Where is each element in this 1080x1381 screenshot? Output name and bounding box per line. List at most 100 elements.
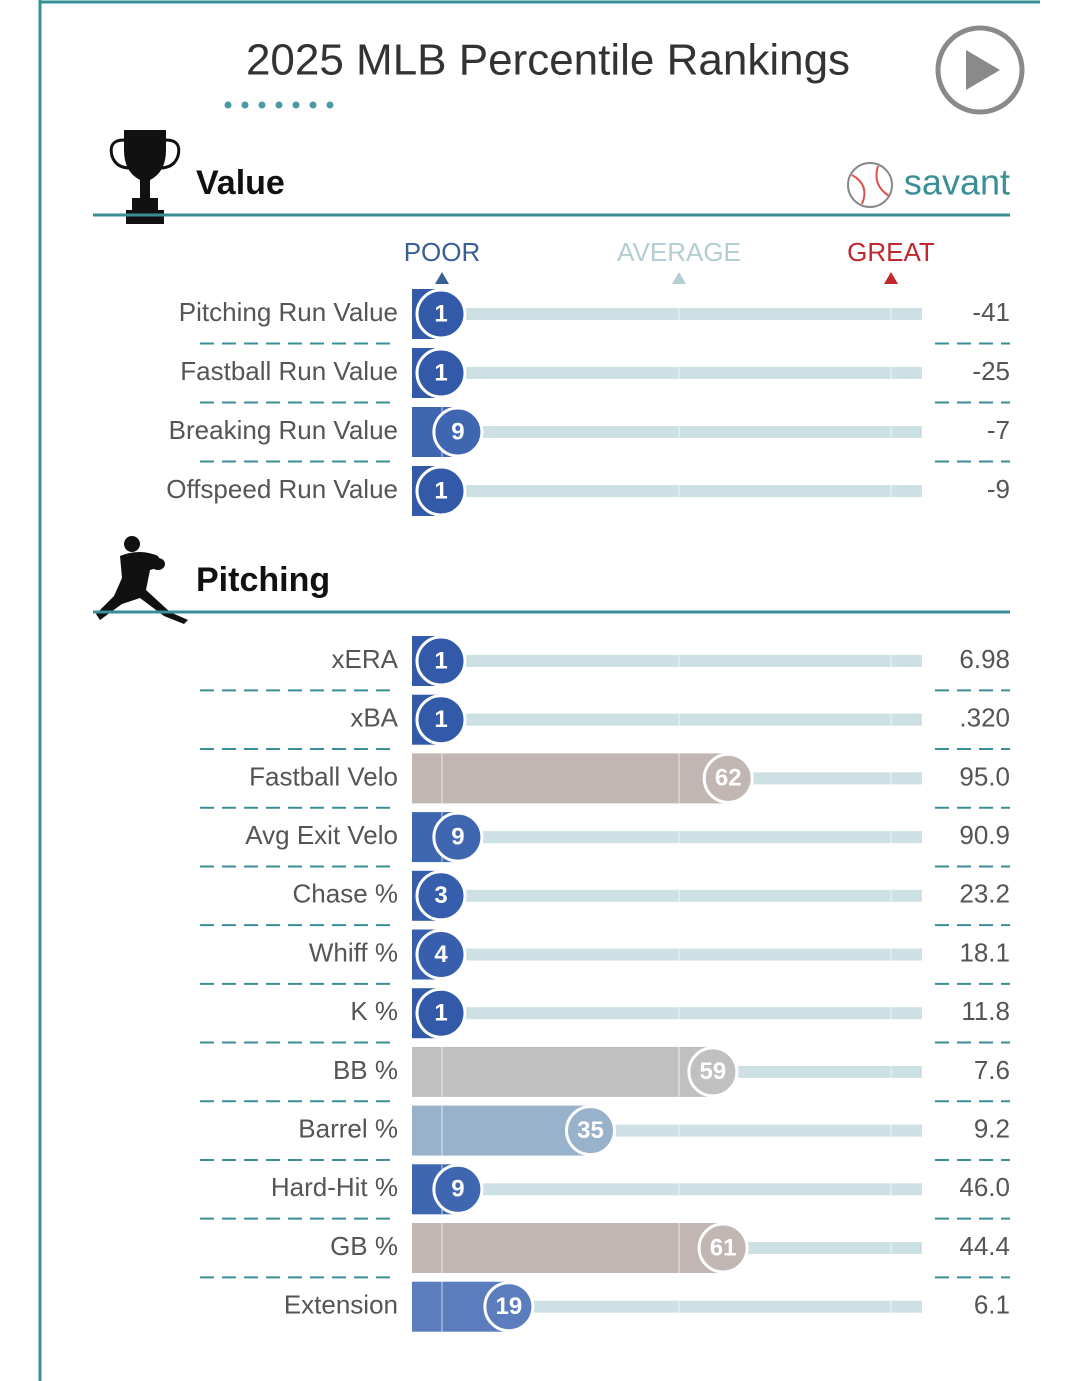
percentile-label: 61 xyxy=(710,1234,737,1261)
percentile-dot xyxy=(415,929,467,980)
percentile-label: 1 xyxy=(434,1000,447,1027)
page-title: 2025 MLB Percentile Rankings xyxy=(246,36,850,85)
bar xyxy=(412,1105,591,1156)
scale-label: GREAT xyxy=(847,237,935,267)
percentile-label: 9 xyxy=(451,418,464,445)
metric-stat: 95.0 xyxy=(959,761,1010,791)
savant-logo: savant xyxy=(847,162,1010,208)
track xyxy=(441,713,922,726)
percentile-dot xyxy=(687,1046,739,1098)
percentile-dot xyxy=(702,752,754,804)
track xyxy=(590,1124,922,1137)
percentile-label: 1 xyxy=(434,706,447,733)
percentile-dot xyxy=(483,1281,535,1333)
metric-stat: 23.2 xyxy=(959,879,1010,909)
percentile-dot xyxy=(415,987,467,1039)
percentile-label: 4 xyxy=(434,941,448,968)
percentile-label: 3 xyxy=(434,882,447,909)
track xyxy=(508,1300,922,1313)
metric-stat: .320 xyxy=(959,703,1010,733)
percentile-dot xyxy=(565,1105,616,1157)
scale-label: AVERAGE xyxy=(617,237,741,267)
track xyxy=(441,889,922,902)
metric-label: xERA xyxy=(332,644,399,674)
percentile-label: 1 xyxy=(434,647,447,674)
play-button[interactable] xyxy=(935,25,1025,115)
percentile-label: 19 xyxy=(496,1293,523,1320)
metric-label: Offspeed Run Value xyxy=(166,474,398,504)
percentile-label: 35 xyxy=(577,1117,604,1144)
metric-label: BB % xyxy=(333,1055,398,1085)
metric-label: GB % xyxy=(330,1231,398,1261)
percentile-dot xyxy=(415,347,467,399)
section-title: Pitching xyxy=(196,561,330,599)
metric-stat: 6.98 xyxy=(959,644,1010,674)
metric-label: Pitching Run Value xyxy=(179,297,398,327)
track xyxy=(441,308,922,320)
track xyxy=(457,426,922,438)
percentile-dot xyxy=(415,870,467,922)
metric-stat: -41 xyxy=(972,297,1010,327)
metric-label: Fastball Velo xyxy=(249,761,398,791)
track xyxy=(457,831,922,844)
percentile-dot xyxy=(415,288,467,340)
bar xyxy=(412,1046,713,1097)
percentile-dot xyxy=(415,635,467,687)
percentile-dot xyxy=(432,1163,484,1215)
track xyxy=(441,948,922,961)
metric-stat: 18.1 xyxy=(959,937,1010,967)
metric-stat: 9.2 xyxy=(974,1113,1010,1143)
track xyxy=(723,1242,922,1254)
scale-arrow xyxy=(672,272,686,284)
section-title: Value xyxy=(196,164,285,202)
track xyxy=(441,655,922,667)
metric-stat: 44.4 xyxy=(959,1231,1010,1261)
percentile-dot xyxy=(432,811,484,863)
track xyxy=(441,485,922,497)
percentile-dot xyxy=(415,694,467,746)
scale-label: POOR xyxy=(404,237,481,267)
metric-stat: -9 xyxy=(987,474,1010,504)
percentile-label: 1 xyxy=(434,477,447,504)
track xyxy=(457,1183,922,1196)
percentile-label: 1 xyxy=(434,300,447,327)
trophy-icon xyxy=(109,130,181,224)
track xyxy=(441,367,922,379)
bar xyxy=(412,1223,724,1273)
title-dots xyxy=(224,101,334,109)
metric-label: Whiff % xyxy=(309,937,398,967)
metric-stat: 7.6 xyxy=(974,1055,1010,1085)
metric-label: Avg Exit Velo xyxy=(245,820,398,850)
percentile-label: 1 xyxy=(434,359,447,386)
metric-label: Barrel % xyxy=(298,1113,398,1143)
percentile-dot xyxy=(432,406,484,458)
metric-label: Breaking Run Value xyxy=(169,415,398,445)
percentile-label: 62 xyxy=(715,765,742,792)
pitcher-icon xyxy=(96,536,188,624)
logo-text: savant xyxy=(904,162,1010,203)
percentile-dot xyxy=(415,465,467,517)
percentile-label: 9 xyxy=(451,1176,464,1203)
scale-arrow xyxy=(435,272,449,284)
metric-label: xBA xyxy=(350,703,398,733)
metric-stat: 46.0 xyxy=(959,1172,1010,1202)
track xyxy=(441,1007,922,1020)
metric-label: K % xyxy=(350,996,398,1026)
percentile-label: 9 xyxy=(451,823,464,850)
metric-stat: -25 xyxy=(972,356,1010,386)
metric-stat: -7 xyxy=(987,415,1010,445)
metric-label: Fastball Run Value xyxy=(180,356,398,386)
track xyxy=(728,772,922,785)
percentile-label: 59 xyxy=(700,1058,727,1085)
scale-arrow xyxy=(884,272,898,284)
metric-label: Extension xyxy=(284,1290,398,1320)
metric-stat: 6.1 xyxy=(974,1290,1010,1320)
bar xyxy=(412,753,729,804)
track xyxy=(712,1065,922,1078)
percentile-dot xyxy=(697,1222,749,1274)
metric-label: Chase % xyxy=(293,879,399,909)
metric-label: Hard-Hit % xyxy=(271,1172,398,1202)
metric-stat: 90.9 xyxy=(959,820,1010,850)
